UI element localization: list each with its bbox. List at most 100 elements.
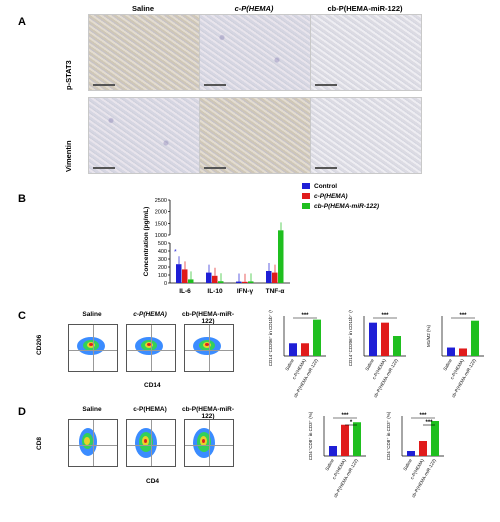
scale-bar [315,167,337,169]
significance-mark: *** [425,420,433,426]
bar [431,421,439,456]
panel-a-col-cb: cb-P(HEMA-miR-122) [327,4,403,13]
flow-plot-c-saline [68,324,118,372]
bar [341,424,349,456]
panel-c-col-chema: c-P(HEMA) [133,311,167,318]
panel-d-x-marker: CD4 [146,478,160,485]
bar [206,272,212,283]
scale-bar [93,167,115,169]
panel-letter-c: C [18,310,26,322]
bar [393,336,401,356]
scale-bar [93,84,115,86]
panel-c-col-saline: Saline [82,311,102,318]
bar-chart-c3: M1/M2 (%)Salinec-P(HEMA)cb-P(HEMA-miR-12… [426,313,484,398]
category-label: Saline [364,358,375,372]
ihc-image-vimentin-chema [199,97,311,174]
panel-c-y-marker: CD206 [36,334,43,355]
bar [248,281,254,283]
y-tick-label: 1500 [155,221,167,227]
flow-plot-d-cb [184,419,234,467]
panel-d-y-marker: CD8 [36,436,43,450]
significance-mark: *** [459,313,467,319]
significance-mark: *** [419,413,427,419]
ihc-image-vimentin-saline [88,97,200,174]
ihc-image-pstat3-chema [199,14,311,91]
legend-label: c-P(HEMA) [314,193,348,200]
y-tick-label: 200 [158,265,167,271]
panel-a-col-chema: c-P(HEMA) [234,4,274,13]
bar [236,281,242,283]
panel-c-x-marker: CD14 [144,382,161,389]
bar [266,271,272,283]
flow-plot-c-chema [126,324,176,372]
panel-d-col-saline: Saline [82,406,102,413]
bar-chart-c2: CD14⁺CD206⁺ in CD11b⁺ (%) Salinec-P(HEMA)… [348,310,406,398]
bar [419,441,427,456]
y-axis-title: CD4⁺CD8⁺ in CD3⁺ (%) [386,411,391,460]
bar [353,422,361,456]
bar [313,319,321,356]
significance-mark: *** [381,313,389,319]
bar [471,320,479,356]
y-tick-label: 0 [164,281,167,287]
category-label: IL-6 [179,288,191,295]
y-tick-label: 1000 [155,233,167,239]
y-axis-title: Concentration (pg/mL) [143,207,150,277]
bar [459,348,467,356]
legend-label: cb-P(HEMA-miR-122) [314,203,379,210]
y-tick-label: 100 [158,273,167,279]
bar-chart-c1: CD14⁺CD206⁺ in CD11b⁺ (%) Salinec-P(HEMA)… [268,310,326,398]
ihc-image-pstat3-cb [310,14,422,91]
flow-plot-c-cb [184,324,234,372]
scale-bar [204,167,226,169]
panel-letter-a: A [18,16,26,28]
panel-d-col-chema: c-P(HEMA) [133,406,167,413]
bar [407,451,415,456]
panel-a-row-pstat3: p-STAT3 [64,60,73,90]
significance-mark: * [350,420,353,426]
panel-letter-b: B [18,193,26,205]
category-label: Saline [324,458,335,472]
bar [329,446,337,456]
bar [242,281,248,283]
annotation: * [174,249,177,256]
bar [212,275,218,283]
y-tick-label: 300 [158,257,167,263]
panel-a-row-vimentin: Vimentin [64,140,73,172]
bar [447,347,455,356]
panel-d-col-cb: cb-P(HEMA-miR-122) [182,406,234,420]
legend-swatch [302,193,310,199]
category-label: TNF-α [266,288,285,295]
bar [278,230,284,283]
y-axis-title: CD4⁺CD8⁺ in CD3⁺ (%) [308,411,313,460]
y-tick-label: 500 [158,241,167,247]
ihc-image-vimentin-cb [310,97,422,174]
scale-bar [204,84,226,86]
category-label: Saline [284,358,295,372]
category-label: IL-10 [207,288,223,295]
bar [182,269,188,283]
flow-plot-d-saline [68,419,118,467]
legend-swatch [302,203,310,209]
bar-chart-d2: CD4⁺CD8⁺ in CD3⁺ (%)Salinec-P(HEMA)cb-P(… [386,411,444,498]
ihc-image-pstat3-saline [88,14,200,91]
bar [369,322,377,356]
bar [301,343,309,356]
scale-bar [315,84,337,86]
y-axis-title: M1/M2 (%) [426,325,431,348]
y-axis-title: CD14⁺CD206⁺ in CD11b⁺ (%) [268,310,273,366]
bar [218,281,224,283]
panel-c-col-cb: cb-P(HEMA-miR-122) [182,311,234,325]
bar [176,264,182,283]
flow-plot-d-chema [126,419,176,467]
bar [289,343,297,356]
significance-mark: *** [341,413,349,419]
bar-chart-d1: CD4⁺CD8⁺ in CD3⁺ (%)Salinec-P(HEMA)cb-P(… [308,411,366,498]
bar [381,322,389,356]
legend-label: Control [314,183,337,190]
y-tick-label: 400 [158,249,167,255]
significance-mark: *** [301,313,309,319]
panel-a-col-saline: Saline [131,4,155,13]
panel-letter-d: D [18,406,26,418]
bar [272,272,278,283]
